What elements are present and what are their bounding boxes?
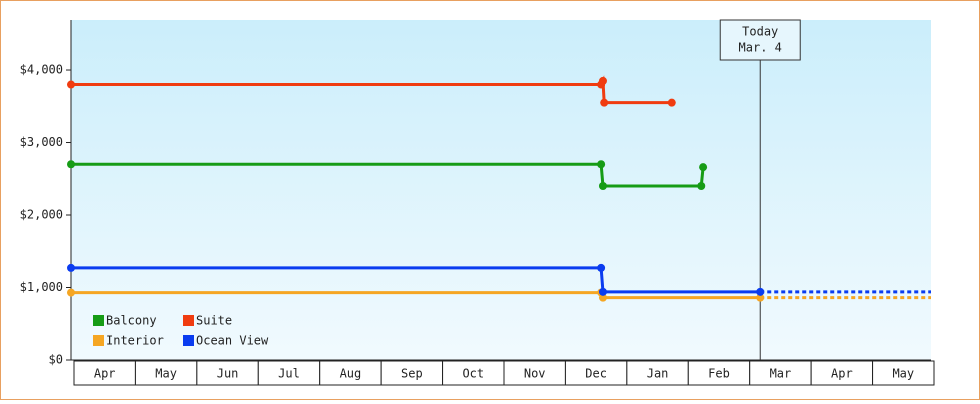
point — [67, 263, 75, 272]
today-label: Mar. 4 — [739, 41, 782, 55]
x-tick-label: May — [155, 367, 177, 381]
month-cell — [810, 360, 874, 386]
x-tick-label: Jun — [217, 367, 239, 381]
x-tick-label: Feb — [708, 367, 730, 381]
legend-swatch — [183, 335, 194, 346]
point — [699, 163, 708, 172]
point — [597, 160, 606, 169]
x-tick-label: Oct — [462, 367, 484, 381]
y-tick-label: $0 — [49, 353, 63, 367]
legend-label: Suite — [196, 314, 232, 328]
legend-label: Balcony — [106, 314, 157, 328]
point — [598, 182, 607, 191]
point — [697, 182, 706, 191]
point — [598, 293, 607, 302]
month-cell — [319, 360, 382, 386]
y-tick-label: $4,000 — [20, 63, 63, 77]
point — [667, 98, 676, 107]
legend-label: Interior — [106, 334, 164, 348]
x-tick-label: Nov — [524, 367, 546, 381]
x-tick-label: Jan — [647, 367, 669, 381]
plot-area — [71, 20, 931, 360]
x-tick-label: Sep — [401, 367, 423, 381]
point — [600, 98, 609, 107]
legend-label: Ocean View — [196, 334, 269, 348]
y-tick-label: $2,000 — [20, 208, 63, 222]
month-cell — [749, 360, 812, 386]
point — [756, 293, 765, 302]
point — [598, 287, 607, 296]
month-cell — [626, 360, 689, 386]
point — [598, 76, 607, 85]
x-tick-label: Aug — [340, 367, 362, 381]
today-label: Today — [742, 25, 778, 39]
point — [756, 287, 765, 296]
point — [67, 80, 75, 89]
x-tick-label: Jul — [278, 367, 300, 381]
month-cell — [257, 360, 321, 386]
point — [67, 288, 75, 297]
month-cell — [872, 360, 935, 386]
y-tick-label: $3,000 — [20, 135, 63, 149]
series-line — [71, 266, 761, 294]
x-tick-label: Mar — [770, 367, 792, 381]
x-tick-label: Apr — [94, 367, 116, 381]
legend-swatch — [183, 315, 194, 326]
month-cell — [134, 360, 198, 386]
y-tick-label: $1,000 — [20, 280, 63, 294]
month-cell — [196, 360, 259, 386]
x-tick-label: Apr — [831, 367, 853, 381]
legend-swatch — [93, 315, 104, 326]
month-cell — [73, 360, 136, 386]
point — [67, 160, 75, 169]
month-cell — [503, 360, 566, 386]
today-box — [719, 19, 801, 61]
point — [597, 263, 606, 272]
x-tick-label: May — [892, 367, 914, 381]
x-tick-label: Dec — [585, 367, 607, 381]
legend-swatch — [93, 335, 104, 346]
